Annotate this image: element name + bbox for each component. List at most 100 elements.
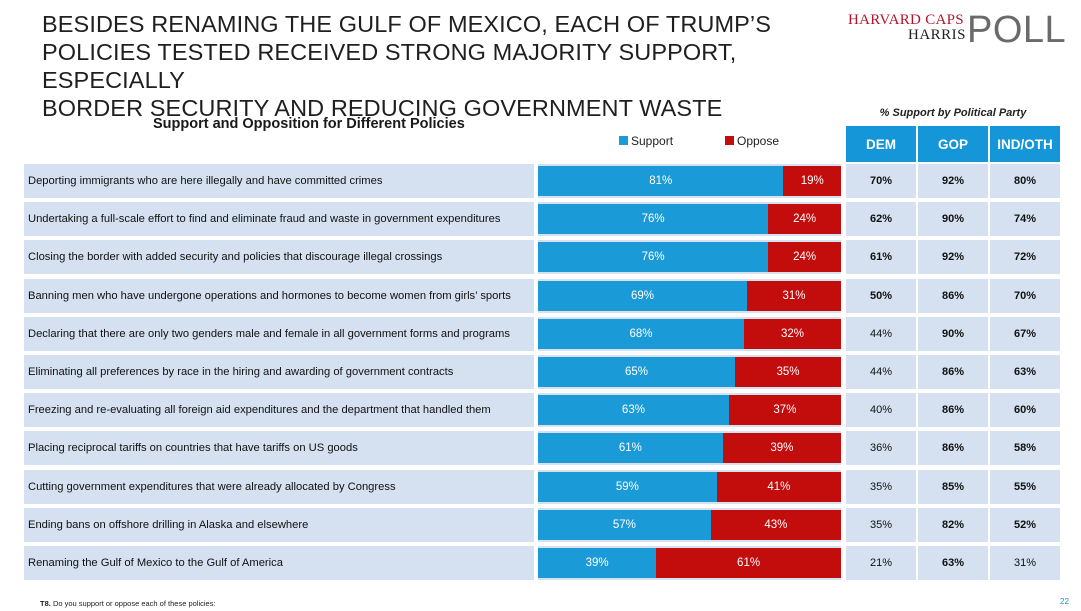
party-cell-dem: 21%: [846, 546, 916, 580]
data-label-support: 39%: [585, 557, 609, 569]
legend-label-support: Support: [631, 134, 674, 148]
party-cell-ind-oth: 72%: [990, 240, 1060, 274]
data-label-oppose: 35%: [776, 366, 800, 378]
bar-support: 61%: [538, 433, 723, 463]
slide-title-line: POLICIES TESTED RECEIVED STRONG MAJORITY…: [42, 39, 737, 93]
data-label-oppose: 24%: [793, 251, 817, 263]
party-cell-gop: 63%: [918, 546, 988, 580]
data-label-oppose: 32%: [780, 328, 805, 340]
legend-swatch-support: [619, 136, 628, 145]
data-label-oppose: 43%: [764, 519, 788, 531]
data-label-support: 76%: [641, 213, 665, 225]
party-cell-gop: 86%: [918, 355, 988, 389]
party-cell-dem: 35%: [846, 508, 916, 542]
bar-row: 68% 32%: [538, 317, 841, 351]
bar-row: 57% 43%: [538, 508, 841, 542]
bar-oppose: 24%: [768, 204, 841, 234]
bar-oppose: 43%: [710, 510, 841, 540]
bar-row: 65% 35%: [538, 355, 841, 389]
bar-oppose: 37%: [728, 395, 841, 425]
party-header-gop: GOP: [918, 126, 988, 162]
data-label-support: 65%: [624, 366, 648, 378]
data-label-support: 76%: [641, 251, 665, 263]
logo-text-harris: HARRIS: [908, 27, 967, 43]
policy-label: Deporting immigrants who are here illega…: [24, 164, 534, 198]
party-cell-ind-oth: 70%: [990, 279, 1060, 313]
party-cell-dem: 44%: [846, 355, 916, 389]
party-cell-gop: 86%: [918, 431, 988, 465]
logo-text-harvard-caps: HARVARD CAPS: [848, 12, 964, 28]
bar-support: 57%: [538, 510, 711, 540]
party-cell-ind-oth: 80%: [990, 164, 1060, 198]
policy-label: Banning men who have undergone operation…: [24, 279, 534, 313]
party-cell-ind-oth: 58%: [990, 431, 1060, 465]
party-cell-dem: 62%: [846, 202, 916, 236]
legend-item-support: Support: [619, 134, 673, 148]
party-cell-gop: 92%: [918, 164, 988, 198]
party-cell-dem: 35%: [846, 470, 916, 504]
legend-label-oppose: Oppose: [737, 134, 780, 148]
bar-row: 59% 41%: [538, 470, 841, 504]
legend-item-oppose: Oppose: [725, 134, 779, 148]
bar-oppose: 32%: [744, 319, 841, 349]
policy-label: Placing reciprocal tariffs on countries …: [24, 431, 534, 465]
policy-label: Eliminating all preferences by race in t…: [24, 355, 534, 389]
policy-label: Freezing and re-evaluating all foreign a…: [24, 393, 534, 427]
data-label-support: 59%: [615, 481, 639, 493]
harvard-caps-harris-poll-logo: HARVARD CAPS HARRIS POLL: [848, 8, 1066, 50]
policy-label: Closing the border with added security a…: [24, 240, 534, 274]
party-cell-dem: 61%: [846, 240, 916, 274]
slide-title-line: BESIDES RENAMING THE GULF OF MEXICO, EAC…: [42, 11, 772, 37]
bar-support: 69%: [538, 281, 748, 311]
footnote: T8. Do you support or oppose each of the…: [40, 599, 216, 608]
bar-support: 59%: [538, 472, 717, 502]
party-cell-dem: 70%: [846, 164, 916, 198]
data-label-oppose: 41%: [767, 481, 791, 493]
chart-title: Support and Opposition for Different Pol…: [153, 116, 465, 132]
bar-row: 39% 61%: [538, 546, 841, 580]
policy-label: Renaming the Gulf of Mexico to the Gulf …: [24, 546, 534, 580]
bar-row: 81% 19%: [538, 164, 841, 198]
bar-oppose: 39%: [722, 433, 841, 463]
data-label-oppose: 61%: [737, 557, 761, 569]
party-cell-ind-oth: 31%: [990, 546, 1060, 580]
slide-title-line: BORDER SECURITY AND REDUCING GOVERNMENT …: [42, 95, 723, 121]
data-label-support: 61%: [618, 442, 642, 454]
party-header-ind-oth: IND/OTH: [990, 126, 1060, 162]
bar-support: 76%: [538, 204, 769, 234]
data-label-support: 81%: [649, 175, 673, 187]
bar-support: 68%: [538, 319, 745, 349]
data-label-support: 57%: [612, 519, 636, 531]
bar-support: 81%: [538, 166, 784, 196]
bar-row: 69% 31%: [538, 279, 841, 313]
data-label-support: 68%: [629, 328, 653, 340]
legend-swatch-oppose: [725, 136, 734, 145]
bar-support: 76%: [538, 242, 769, 272]
party-cell-dem: 40%: [846, 393, 916, 427]
party-cell-gop: 85%: [918, 470, 988, 504]
logo-text-poll: POLL: [967, 9, 1067, 51]
page-number: 22: [1060, 597, 1069, 606]
bar-support: 39%: [538, 548, 657, 578]
party-cell-dem: 50%: [846, 279, 916, 313]
party-cell-gop: 90%: [918, 202, 988, 236]
bar-support: 65%: [538, 357, 735, 387]
question-text: Do you support or oppose each of these p…: [52, 599, 216, 608]
data-label-support: 69%: [631, 290, 655, 302]
data-label-oppose: 31%: [782, 290, 806, 302]
data-label-oppose: 19%: [800, 175, 824, 187]
bar-row: 76% 24%: [538, 240, 841, 274]
bar-oppose: 41%: [716, 472, 841, 502]
party-cell-gop: 86%: [918, 279, 988, 313]
party-cell-gop: 82%: [918, 508, 988, 542]
data-label-oppose: 39%: [770, 442, 794, 454]
party-cell-ind-oth: 74%: [990, 202, 1060, 236]
party-cell-dem: 36%: [846, 431, 916, 465]
bar-oppose: 35%: [734, 357, 841, 387]
data-label-oppose: 37%: [773, 404, 797, 416]
party-header-dem: DEM: [846, 126, 916, 162]
policy-label: Undertaking a full-scale effort to find …: [24, 202, 534, 236]
party-cell-ind-oth: 52%: [990, 508, 1060, 542]
bar-oppose: 19%: [783, 166, 841, 196]
party-cell-dem: 44%: [846, 317, 916, 351]
